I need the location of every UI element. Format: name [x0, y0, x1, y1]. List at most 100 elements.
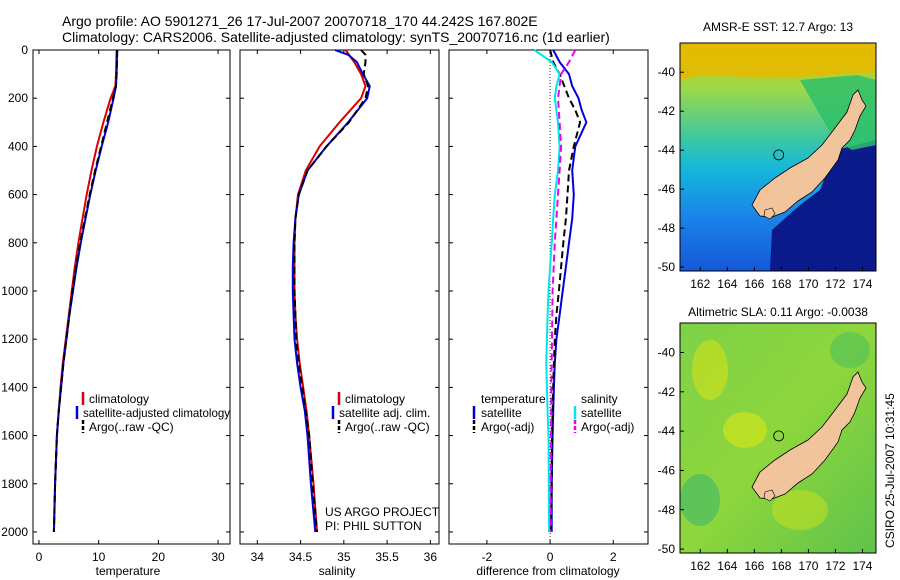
x-tick-label: 30 — [211, 550, 225, 564]
sst-map-frame — [679, 42, 877, 272]
map-y-tick-label: -48 — [658, 221, 676, 235]
y-tick-label: 400 — [8, 139, 28, 153]
x-tick-label: -2 — [482, 550, 493, 564]
legend-heading-temperature: temperature — [481, 392, 546, 406]
salinity-panel: 34 34.5 35 35.5 36 salinity climatology sate… — [239, 49, 440, 578]
sst-map-title: AMSR-E SST: 12.7 Argo: 13 — [703, 20, 853, 34]
map-y-tick-label: -50 — [658, 542, 676, 556]
series-line-satellite-adj-clim — [291, 49, 371, 533]
sst-argo-location-marker — [773, 149, 785, 161]
x-tick-label: 34.5 — [289, 550, 313, 564]
sla-map-frame — [679, 322, 877, 554]
map-x-tick-label: 172 — [825, 559, 845, 573]
y-tick-label: 600 — [8, 188, 28, 202]
legend-label-argo: Argo(..raw -QC) — [345, 420, 430, 434]
difference-legend: temperature satellite Argo(-adj) salinit… — [472, 392, 634, 434]
legend-label-climatology: climatology — [345, 392, 405, 406]
project-annotation: US ARGO PROJECT — [325, 505, 440, 519]
legend-label-temperature-argo: Argo(-adj) — [481, 420, 534, 434]
x-tick-label: 35 — [337, 550, 351, 564]
map-y-tick-label: -44 — [658, 424, 676, 438]
map-x-tick-label: 162 — [690, 559, 710, 573]
y-tick-label: 800 — [8, 236, 28, 250]
x-tick-label: 34 — [251, 550, 265, 564]
sla-anomaly-patch — [830, 332, 870, 368]
legend-label-satellite-adj: satellite adj. clim. — [339, 406, 430, 420]
y-tick-label: 1800 — [1, 477, 28, 491]
map-y-tick-label: -42 — [658, 104, 676, 118]
temperature-legend: climatology satellite-adjusted climatolo… — [75, 392, 230, 434]
x-tick-label: 36 — [424, 550, 438, 564]
map-x-tick-label: 162 — [690, 277, 710, 291]
sla-map-panel: Altimetric SLA: 0.11 Argo: -0.0038 -40 -4… — [658, 305, 877, 573]
legend-heading-salinity: salinity — [581, 392, 618, 406]
legend-label-satellite-adjusted: satellite-adjusted climatology — [83, 406, 230, 420]
sla-land-area — [751, 371, 867, 500]
sst-land-area — [751, 89, 867, 218]
sla-argo-location-marker — [773, 430, 785, 442]
map-y-tick-label: -40 — [658, 345, 676, 359]
map-y-tick-label: -48 — [658, 503, 676, 517]
difference-axis-label: difference from climatology — [476, 564, 619, 578]
sla-anomaly-patch — [680, 474, 720, 526]
pi-annotation: PI: PHIL SUTTON — [325, 519, 422, 533]
legend-label-climatology: climatology — [89, 392, 149, 406]
figure-title-line-2: Climatology: CARS2006. Satellite-adjuste… — [62, 29, 610, 45]
series-line-temperature-argo-adj — [549, 49, 582, 533]
salinity-axes-box — [239, 49, 440, 545]
sst-stewart-island — [763, 207, 776, 220]
sla-anomaly-patch — [692, 340, 728, 400]
temperature-axes-box — [32, 49, 231, 545]
sla-anomaly-patch — [772, 490, 828, 530]
map-x-tick-label: 168 — [771, 559, 791, 573]
y-tick-label: 2000 — [1, 525, 28, 539]
x-tick-label: 0 — [547, 550, 554, 564]
y-tick-label: 200 — [8, 91, 28, 105]
difference-panel: -2 0 2 difference from climatology tempera… — [448, 49, 649, 578]
legend-label-temperature-satellite: satellite — [481, 406, 522, 420]
sla-stewart-island — [763, 489, 776, 502]
salinity-legend: climatology satellite adj. clim. Argo(..… — [331, 392, 430, 434]
sst-warm-band — [680, 43, 876, 80]
map-y-tick-label: -44 — [658, 143, 676, 157]
x-tick-label: 0 — [36, 550, 43, 564]
x-tick-label: 20 — [152, 550, 166, 564]
map-x-tick-label: 164 — [717, 559, 737, 573]
sla-map-title: Altimetric SLA: 0.11 Argo: -0.0038 — [688, 305, 868, 319]
map-x-tick-label: 164 — [717, 277, 737, 291]
map-y-tick-label: -46 — [658, 463, 676, 477]
map-x-tick-label: 172 — [825, 277, 845, 291]
sst-cold-ocean — [770, 140, 876, 271]
map-x-tick-label: 166 — [744, 277, 764, 291]
map-x-tick-label: 166 — [744, 559, 764, 573]
map-x-tick-label: 168 — [771, 277, 791, 291]
map-x-tick-label: 170 — [798, 559, 818, 573]
x-tick-label: 35.5 — [375, 550, 399, 564]
map-y-tick-label: -40 — [658, 65, 676, 79]
series-line-salinity-argo-adj — [549, 49, 577, 532]
legend-label-argo: Argo(..raw -QC) — [89, 420, 174, 434]
map-x-tick-label: 170 — [798, 277, 818, 291]
map-y-tick-label: -50 — [658, 260, 676, 274]
legend-label-salinity-satellite: satellite — [581, 406, 622, 420]
legend-label-salinity-argo: Argo(-adj) — [581, 420, 634, 434]
temperature-panel: 0 200 400 600 800 1000 1200 1400 1600 1800 2000 0 1… — [1, 43, 231, 578]
y-tick-label: 1200 — [1, 332, 28, 346]
x-tick-label: 10 — [92, 550, 106, 564]
y-tick-label: 1000 — [1, 284, 28, 298]
figure-title-line-1: Argo profile: AO 5901271_26 17-Jul-2007 … — [62, 13, 538, 29]
map-x-tick-label: 174 — [852, 559, 872, 573]
y-tick-label: 1400 — [1, 380, 28, 394]
series-line-salinity-satellite — [533, 49, 561, 533]
map-y-tick-label: -42 — [658, 385, 676, 399]
sst-map-panel: AMSR-E SST: 12.7 Argo: 13 -40 -42 -44 -46 -4… — [658, 20, 877, 291]
timestamp-stamp: CSIRO 25-Jul-2007 10:31:45 — [883, 393, 897, 548]
x-tick-label: 2 — [610, 550, 617, 564]
series-line-argo-raw-qc — [52, 49, 119, 533]
map-y-tick-label: -46 — [658, 182, 676, 196]
y-tick-label: 1600 — [1, 429, 28, 443]
sla-anomaly-patch — [723, 412, 767, 448]
y-tick-label: 0 — [21, 43, 28, 57]
map-x-tick-label: 174 — [852, 277, 872, 291]
